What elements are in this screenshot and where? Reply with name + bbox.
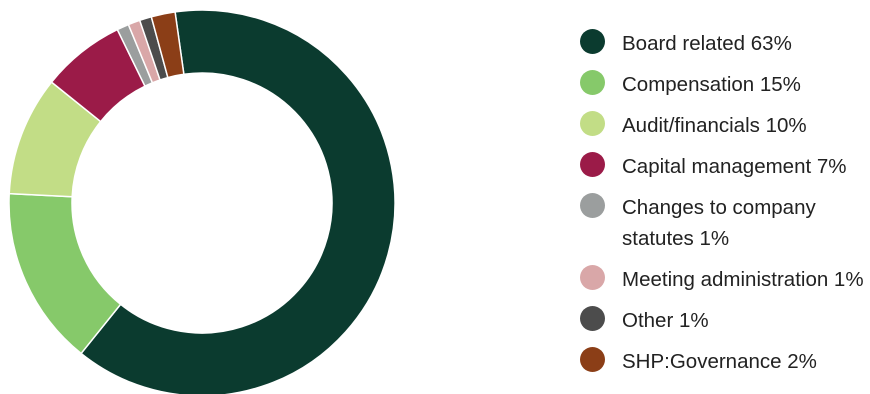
legend-swatch — [580, 265, 605, 290]
legend-item: Meeting administration 1% — [580, 264, 870, 295]
legend-label: Audit/financials 10% — [622, 114, 807, 137]
legend-label: SHP:Governance 2% — [622, 350, 817, 373]
legend-swatch — [580, 70, 605, 95]
legend-item: Audit/financials 10% — [580, 110, 870, 141]
legend-swatch — [580, 193, 605, 218]
legend-label: Compensation 15% — [622, 73, 801, 96]
legend-item: Compensation 15% — [580, 69, 870, 100]
legend-item: Capital management 7% — [580, 151, 870, 182]
legend-label: Meeting administration 1% — [622, 268, 864, 291]
legend-label: Changes to company statutes 1% — [622, 196, 816, 250]
legend-swatch — [580, 347, 605, 372]
legend-item: Changes to company statutes 1% — [580, 192, 870, 254]
legend-label: Board related 63% — [622, 32, 792, 55]
chart-legend: Board related 63% Compensation 15% Audit… — [580, 28, 870, 387]
legend-label: Other 1% — [622, 309, 709, 332]
legend-item: Other 1% — [580, 305, 870, 336]
legend-item: Board related 63% — [580, 28, 870, 59]
donut-slice — [80, 9, 396, 394]
legend-label: Capital management 7% — [622, 155, 847, 178]
legend-swatch — [580, 29, 605, 54]
legend-swatch — [580, 306, 605, 331]
legend-item: SHP:Governance 2% — [580, 346, 870, 377]
donut-slice — [150, 11, 185, 79]
legend-swatch — [580, 111, 605, 136]
donut-chart — [8, 9, 396, 394]
legend-swatch — [580, 152, 605, 177]
